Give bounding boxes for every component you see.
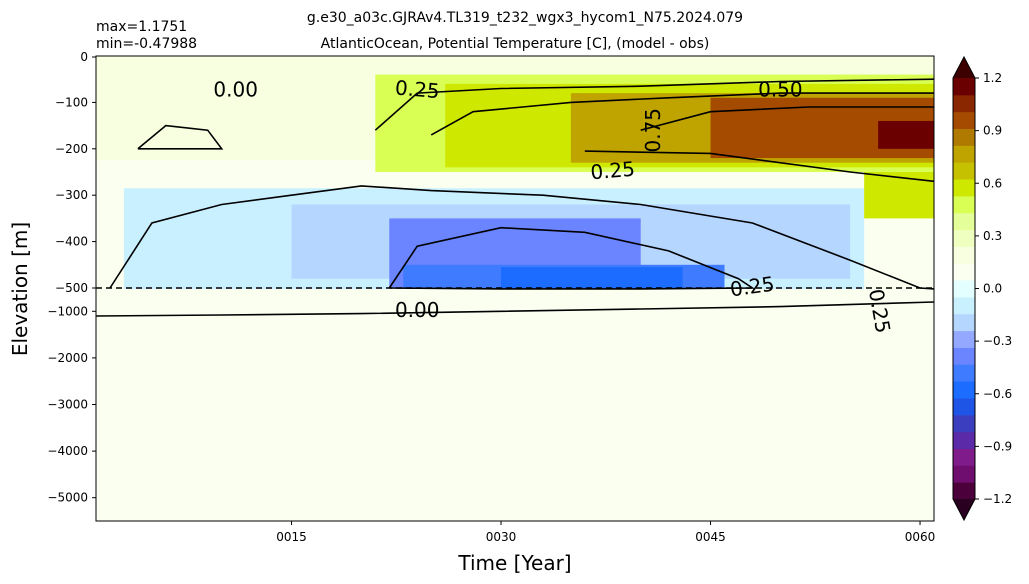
chart-title: g.e30_a03c.GJRAv4.TL319_t232_wgx3_hycom1… — [307, 10, 743, 26]
colorbar-tick-label-1: 0.9 — [983, 124, 1002, 138]
colorbar-tick-label-5: −0.3 — [983, 334, 1012, 348]
y-tick-label-2: −200 — [55, 142, 88, 156]
colorbar-tick-label-6: −0.6 — [983, 387, 1012, 401]
colorbar-segment-20 — [953, 145, 975, 163]
colorbar-tick-label-3: 0.3 — [983, 229, 1002, 243]
y-tick-label-7: −2000 — [47, 351, 88, 365]
contour-label-5: 0.00 — [395, 298, 440, 322]
colorbar-tick-label-4: 0.0 — [983, 282, 1002, 296]
colorbar-segment-21 — [953, 128, 975, 146]
contour-line-2 — [388, 226, 756, 290]
y-tick-label-9: −4000 — [47, 444, 88, 458]
colorbar-segment-7 — [953, 364, 975, 382]
colorbar-segment-1 — [953, 465, 975, 483]
contour-lines — [95, 78, 935, 317]
colorbar-segment-16 — [953, 212, 975, 231]
chart-subtitle: AtlanticOcean, Potential Temperature [C]… — [321, 36, 710, 52]
contour-line-4 — [430, 92, 934, 136]
x-axis-label: Time [Year] — [457, 551, 571, 575]
heat-cell-4 — [277, 329, 935, 349]
contour-line-5 — [640, 106, 934, 131]
y-axis: 0 −100 −200 −300 −400 −500 −1000 −2000 −3000 −400… — [47, 50, 96, 505]
colorbar-segment-9 — [953, 330, 975, 348]
colorbar-segment-17 — [953, 195, 975, 214]
colorbar-segment-13 — [953, 263, 975, 281]
colorbar-segment-6 — [953, 381, 975, 399]
y-tick-label-5: −500 — [55, 281, 88, 295]
x-axis: 0015 0030 0045 0060 — [276, 521, 935, 544]
heatmap-cells — [96, 56, 935, 521]
colorbar-segment-8 — [953, 347, 975, 365]
colorbar-segment-4 — [953, 414, 975, 433]
contour-line-0 — [95, 301, 935, 317]
colorbar-segment-23 — [953, 94, 975, 113]
x-tick-label-2: 0045 — [695, 530, 726, 544]
y-tick-label-3: −300 — [55, 188, 88, 202]
contour-line-1 — [109, 185, 935, 290]
x-tick-label-3: 0060 — [905, 530, 936, 544]
colorbar-segment-2 — [953, 448, 975, 466]
heat-cell-3 — [96, 308, 934, 319]
x-tick-label-1: 0030 — [486, 530, 517, 544]
y-tick-label-6: −1000 — [47, 304, 88, 318]
colorbar-segment-22 — [953, 111, 975, 130]
contour-line-6 — [584, 150, 935, 183]
heat-cell-15 — [864, 172, 934, 219]
colorbar-segment-19 — [953, 162, 975, 180]
y-tick-label-1: −100 — [55, 95, 88, 109]
x-tick-label-0: 0015 — [276, 530, 307, 544]
contour-label-1: 0.25 — [394, 75, 440, 103]
contour-label-0: 0.00 — [213, 77, 258, 101]
colorbar-segment-10 — [953, 313, 975, 332]
colorbar-segment-11 — [953, 296, 975, 315]
colorbar-tick-label-0: 1.2 — [983, 71, 1002, 85]
colorbar-segment-0 — [953, 482, 975, 500]
colorbar-segment-24 — [953, 78, 975, 96]
colorbar-under-arrow — [953, 499, 975, 520]
colorbar-tick-label-7: −0.9 — [983, 439, 1012, 453]
colorbar-tick-label-8: −1.2 — [983, 492, 1012, 506]
stat-max: max=1.1751 — [96, 19, 187, 35]
y-tick-label-8: −3000 — [47, 398, 88, 412]
colorbar-segment-5 — [953, 397, 975, 416]
contour-label-2: 0.50 — [758, 77, 803, 101]
y-axis-label: Elevation [m] — [8, 222, 32, 356]
colorbar: 1.2 0.9 0.6 0.3 0.0 −0.3 −0.6 −0.9 −1.2 — [952, 55, 1012, 522]
contour-line-7 — [137, 124, 224, 150]
colorbar-tick-label-2: 0.6 — [983, 176, 1002, 190]
colorbar-segment-12 — [953, 280, 975, 298]
contour-label-3: 0.75 — [641, 108, 665, 153]
contour-label-4: 0.25 — [589, 157, 635, 185]
y-tick-label-0: 0 — [80, 50, 88, 64]
colorbar-segment-14 — [953, 246, 975, 264]
heat-cell-14 — [878, 120, 934, 149]
contour-line-3 — [374, 78, 935, 131]
y-tick-label-10: −5000 — [47, 491, 88, 505]
heat-cell-9 — [501, 267, 683, 289]
colorbar-segment-3 — [953, 431, 975, 449]
colorbar-segment-15 — [953, 229, 975, 247]
stat-min: min=-0.47988 — [96, 36, 197, 52]
colorbar-over-arrow — [953, 57, 975, 78]
colorbar-segment-18 — [953, 179, 975, 197]
y-tick-label-4: −400 — [55, 235, 88, 249]
